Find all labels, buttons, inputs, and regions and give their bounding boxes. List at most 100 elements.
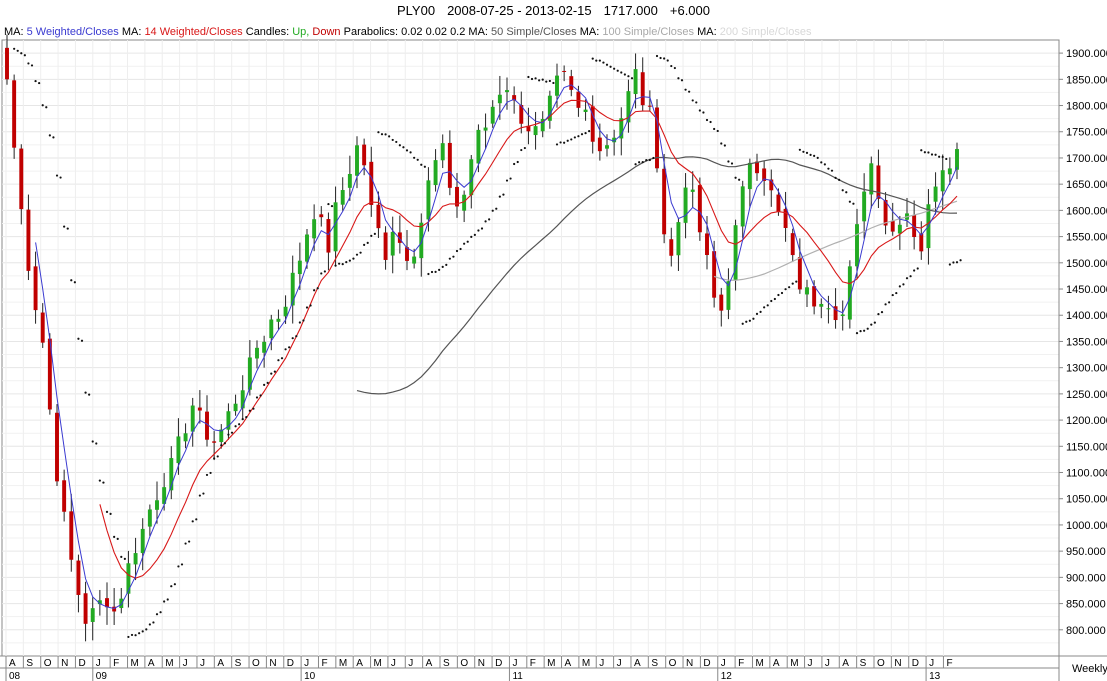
- parabolic-sar-dot: [630, 77, 634, 80]
- candle-up: [497, 94, 502, 104]
- year-label: 10: [304, 671, 316, 681]
- parabolic-sar-dot: [52, 136, 55, 139]
- candle-down: [790, 233, 795, 256]
- candle-up: [255, 347, 259, 359]
- parabolic-sar-dot: [688, 90, 691, 93]
- y-tick-label: 1150.000: [1066, 441, 1107, 453]
- candle-up: [412, 256, 417, 264]
- candle-down: [405, 247, 409, 261]
- parabolic-sar-dot: [905, 277, 909, 280]
- candle-up: [633, 69, 638, 95]
- parabolic-sar-dot: [152, 621, 155, 624]
- parabolic-sar-dot: [866, 327, 869, 330]
- parabolic-sar-dot: [916, 267, 919, 270]
- candle-down: [526, 125, 531, 132]
- parabolic-sar-dot: [920, 149, 923, 152]
- parabolic-sar-dot: [659, 56, 662, 60]
- parabolic-sar-dot: [555, 143, 559, 146]
- parabolic-sar-dot: [695, 101, 698, 104]
- parabolic-sar-dot: [741, 322, 744, 325]
- parabolic-sar-dot: [259, 394, 262, 397]
- parabolic-sar-dot: [791, 282, 794, 285]
- y-tick-label: 1000.000: [1066, 520, 1107, 532]
- candle-up: [440, 143, 445, 161]
- parabolic-sar-dot: [530, 77, 534, 81]
- parabolic-sar-dot: [16, 49, 19, 52]
- x-tick-label: F: [530, 658, 536, 669]
- candle-up: [469, 159, 474, 196]
- ma5-line: [35, 84, 958, 610]
- parabolic-sar-dot: [305, 306, 309, 309]
- parabolic-sar-dot: [27, 62, 30, 65]
- x-tick-label: F: [321, 658, 327, 669]
- parabolic-sar-dot: [98, 479, 101, 482]
- y-tick-label: 1650.000: [1066, 179, 1107, 191]
- candle-up: [433, 160, 438, 186]
- legend-item: MA:: [121, 26, 142, 38]
- year-label: 11: [512, 671, 523, 681]
- candle-up: [226, 411, 231, 430]
- parabolic-sar-dot: [705, 118, 709, 122]
- parabolic-sar-dot: [666, 59, 669, 62]
- price-change: +6.000: [669, 3, 710, 18]
- candle-down: [12, 80, 17, 148]
- candle-down: [519, 105, 524, 124]
- parabolic-sar-dot: [609, 65, 612, 68]
- candle-up: [290, 272, 295, 306]
- parabolic-sar-dot: [141, 630, 144, 633]
- candle-down: [105, 598, 109, 608]
- parabolic-sar-dot: [570, 138, 573, 141]
- parabolic-sar-dot: [252, 407, 255, 410]
- candle-up: [297, 260, 302, 275]
- parabolic-sar-dot: [548, 79, 551, 83]
- parabolic-sar-dot: [780, 291, 784, 295]
- candle-up: [126, 563, 131, 594]
- candle-down: [833, 306, 838, 321]
- parabolic-sar-dot: [559, 141, 562, 144]
- candle-up: [733, 225, 738, 280]
- x-tick-label: A: [426, 658, 433, 669]
- parabolic-sar-dot: [941, 155, 944, 159]
- parabolic-sar-dot: [834, 176, 837, 179]
- parabolic-sar-dot: [852, 202, 855, 205]
- x-tick-label: S: [26, 658, 33, 669]
- x-tick-label: M: [131, 658, 139, 669]
- parabolic-sar-dot: [755, 312, 759, 315]
- legend-item: MA:: [697, 26, 717, 38]
- parabolic-sar-dot: [266, 381, 269, 384]
- parabolic-sar-dot: [488, 218, 491, 221]
- parabolic-sar-dot: [520, 148, 523, 152]
- parabolic-sar-dot: [427, 272, 430, 276]
- parabolic-sar-dot: [273, 370, 276, 373]
- parabolic-sar-dot: [288, 346, 291, 349]
- y-tick-label: 1900.000: [1066, 48, 1107, 60]
- parabolic-sar-dot: [359, 251, 362, 254]
- parabolic-sar-dot: [541, 78, 544, 81]
- parabolic-sar-dot: [105, 510, 109, 513]
- x-tick-label: A: [9, 658, 16, 669]
- parabolic-sar-dot: [845, 191, 848, 194]
- candle-up: [490, 106, 495, 124]
- candle-down: [212, 441, 217, 443]
- parabolic-sar-dot: [955, 261, 959, 264]
- parabolic-sar-dot: [816, 156, 819, 159]
- x-tick-label: M: [165, 658, 173, 669]
- parabolic-sar-dot: [148, 623, 151, 626]
- x-tick-label: D: [912, 658, 919, 669]
- parabolic-sar-dot: [598, 59, 601, 62]
- candle-down: [590, 106, 595, 142]
- x-tick-label: N: [61, 658, 68, 669]
- candle-down: [662, 168, 667, 235]
- x-tick-label: M: [339, 658, 347, 669]
- parabolic-sar-dot: [795, 280, 798, 283]
- x-tick-label: J: [391, 658, 396, 669]
- parabolic-sar-dot: [491, 209, 494, 212]
- x-tick-label: N: [269, 658, 276, 669]
- parabolic-sar-dot: [873, 321, 876, 324]
- candle-down: [576, 91, 581, 108]
- candle-up: [133, 553, 138, 565]
- parabolic-sar-dot: [255, 396, 259, 399]
- legend-item: Down: [312, 26, 341, 38]
- parabolic-sar-dot: [838, 178, 841, 181]
